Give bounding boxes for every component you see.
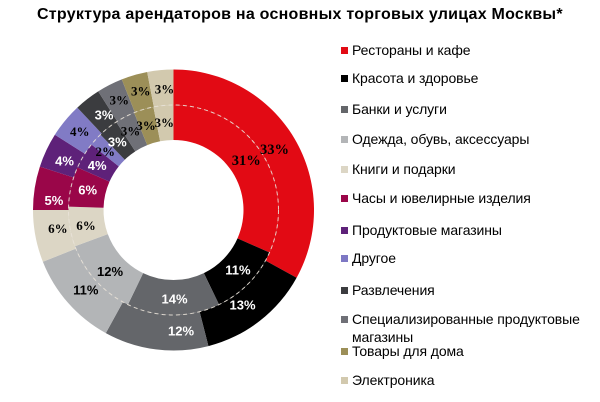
svg-text:3%: 3% xyxy=(155,115,175,130)
svg-text:14%: 14% xyxy=(161,292,187,307)
svg-text:4%: 4% xyxy=(88,158,107,173)
svg-text:3%: 3% xyxy=(155,82,175,97)
svg-text:31%: 31% xyxy=(232,153,261,169)
svg-text:3%: 3% xyxy=(121,124,141,139)
svg-text:6%: 6% xyxy=(78,183,97,198)
svg-text:4%: 4% xyxy=(70,124,90,139)
svg-text:5%: 5% xyxy=(45,193,64,208)
svg-text:2%: 2% xyxy=(96,144,116,159)
svg-text:11%: 11% xyxy=(73,283,99,298)
svg-text:12%: 12% xyxy=(168,324,194,339)
svg-text:3%: 3% xyxy=(109,93,129,108)
svg-text:12%: 12% xyxy=(97,264,123,279)
svg-text:4%: 4% xyxy=(55,153,74,168)
svg-text:6%: 6% xyxy=(48,221,68,236)
svg-text:3%: 3% xyxy=(95,108,114,123)
svg-text:33%: 33% xyxy=(260,142,289,158)
svg-text:3%: 3% xyxy=(136,118,156,133)
svg-text:6%: 6% xyxy=(76,218,96,233)
svg-text:11%: 11% xyxy=(225,263,251,278)
svg-text:13%: 13% xyxy=(229,298,255,313)
svg-text:3%: 3% xyxy=(131,84,151,99)
svg-text:3%: 3% xyxy=(108,134,127,149)
